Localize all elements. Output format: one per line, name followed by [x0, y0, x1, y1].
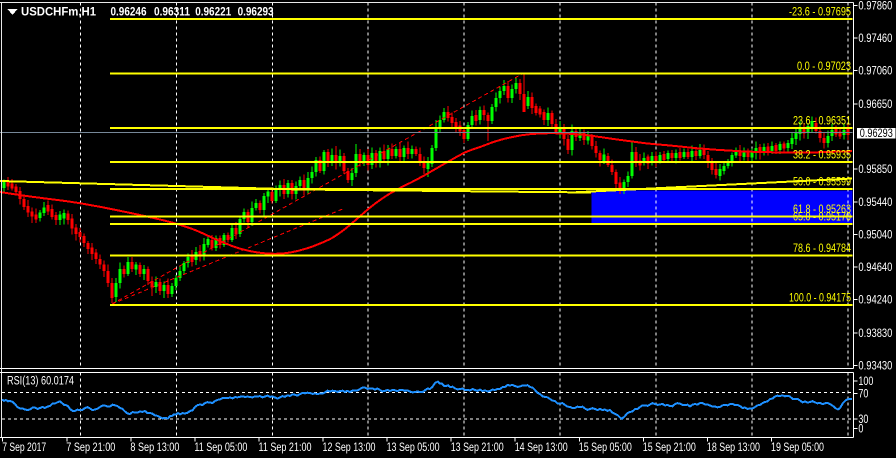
svg-text:19 Sep 05:00: 19 Sep 05:00 — [771, 442, 824, 454]
svg-text:7 Sep 21:00: 7 Sep 21:00 — [66, 442, 115, 454]
svg-text:13 Sep 21:00: 13 Sep 21:00 — [451, 442, 504, 454]
svg-text:70: 70 — [858, 389, 868, 401]
svg-text:0.94240: 0.94240 — [858, 295, 892, 307]
svg-text:11 Sep 21:00: 11 Sep 21:00 — [259, 442, 312, 454]
svg-text:0.93430: 0.93430 — [858, 361, 892, 373]
svg-text:30: 30 — [858, 414, 868, 426]
svg-text:7 Sep 2017: 7 Sep 2017 — [2, 442, 46, 454]
svg-text:0.97060: 0.97060 — [858, 66, 892, 78]
svg-text:0.0 - 0.97023: 0.0 - 0.97023 — [797, 61, 851, 73]
svg-text:61.8 - 0.95263: 61.8 - 0.95263 — [793, 204, 851, 216]
svg-text:0.95850: 0.95850 — [858, 164, 892, 176]
svg-text:0.96293: 0.96293 — [238, 5, 274, 19]
svg-text:0.97860: 0.97860 — [858, 1, 892, 13]
svg-text:0.94640: 0.94640 — [858, 262, 892, 274]
svg-text:0.96650: 0.96650 — [858, 99, 892, 111]
svg-text:65.0 - 0.95170: 65.0 - 0.95170 — [793, 212, 851, 224]
svg-text:0.97460: 0.97460 — [858, 33, 892, 45]
svg-text:0.93830: 0.93830 — [858, 328, 892, 340]
svg-text:0.95040: 0.95040 — [858, 230, 892, 242]
svg-text:18 Sep 13:00: 18 Sep 13:00 — [707, 442, 760, 454]
svg-text:100.0 - 0.94175: 100.0 - 0.94175 — [789, 293, 851, 305]
svg-text:8 Sep 13:00: 8 Sep 13:00 — [130, 442, 179, 454]
svg-text:0.96246: 0.96246 — [111, 5, 147, 19]
svg-text:78.6 - 0.94784: 78.6 - 0.94784 — [793, 243, 851, 255]
svg-text:USDCHFm,H1: USDCHFm,H1 — [21, 5, 96, 19]
svg-text:0.96293: 0.96293 — [860, 128, 893, 140]
svg-text:50.0 - 0.95599: 50.0 - 0.95599 — [793, 177, 851, 189]
svg-text:100: 100 — [858, 376, 873, 388]
svg-text:0.96311: 0.96311 — [154, 5, 190, 19]
svg-text:14 Sep 13:00: 14 Sep 13:00 — [515, 442, 568, 454]
svg-text:-23.6 - 0.97695: -23.6 - 0.97695 — [789, 6, 851, 18]
svg-text:23.6 - 0.96351: 23.6 - 0.96351 — [793, 116, 851, 128]
svg-text:0: 0 — [858, 424, 863, 436]
svg-text:0.95440: 0.95440 — [858, 197, 892, 209]
svg-text:11 Sep 05:00: 11 Sep 05:00 — [194, 442, 247, 454]
svg-text:13 Sep 05:00: 13 Sep 05:00 — [387, 442, 440, 454]
svg-text:15 Sep 05:00: 15 Sep 05:00 — [579, 442, 632, 454]
svg-text:12 Sep 13:00: 12 Sep 13:00 — [323, 442, 376, 454]
svg-text:15 Sep 21:00: 15 Sep 21:00 — [643, 442, 696, 454]
svg-text:0.96221: 0.96221 — [195, 5, 231, 19]
svg-text:38.2 - 0.95935: 38.2 - 0.95935 — [793, 149, 851, 161]
svg-text:RSI(13) 60.0174: RSI(13) 60.0174 — [7, 376, 74, 388]
